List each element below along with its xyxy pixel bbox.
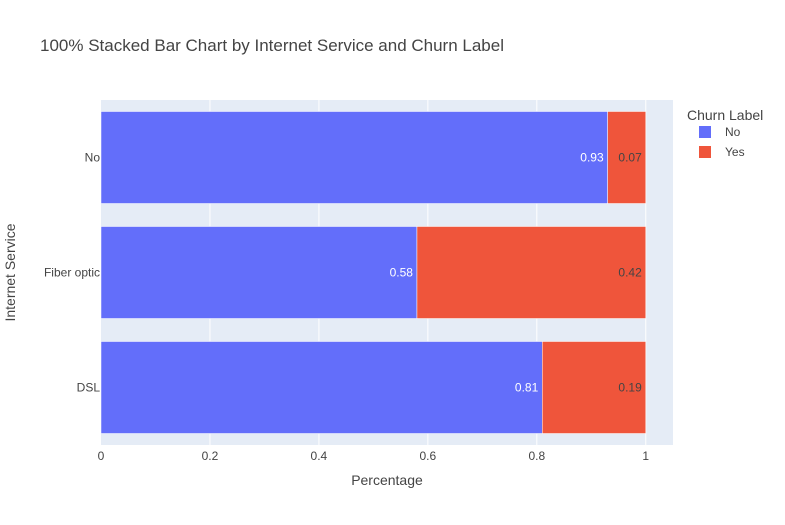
legend-label-no: No [725, 125, 741, 139]
x-tick-label: 0 [98, 449, 105, 463]
y-tick-label: Fiber optic [44, 266, 100, 280]
y-axis-ticks: No Fiber optic DSL [44, 151, 100, 395]
x-tick-label: 0.2 [202, 449, 219, 463]
bar-value-label: 0.58 [390, 266, 414, 280]
bar-yes-fiber-optic [416, 226, 647, 319]
legend-swatch-yes [699, 146, 711, 158]
x-tick-label: 0.4 [311, 449, 328, 463]
legend-swatch-no [699, 126, 711, 138]
legend-title: Churn Label [687, 107, 763, 123]
legend-label-yes: Yes [725, 145, 745, 159]
bar-yes-no [607, 111, 647, 204]
legend: Churn Label No Yes [687, 107, 763, 159]
x-tick-label: 1 [642, 449, 649, 463]
bars: 0.93 0.07 0.58 0.42 0.81 0.19 [100, 111, 647, 434]
x-axis-ticks: 0 0.2 0.4 0.6 0.8 1 [98, 449, 650, 463]
y-tick-label: DSL [77, 381, 101, 395]
chart-title: 100% Stacked Bar Chart by Internet Servi… [40, 36, 504, 55]
bar-value-label: 0.19 [618, 381, 642, 395]
bar-value-label: 0.93 [580, 151, 604, 165]
bar-value-label: 0.81 [515, 381, 539, 395]
bar-value-label: 0.42 [618, 266, 642, 280]
bar-value-label: 0.07 [618, 151, 642, 165]
y-tick-label: No [85, 151, 101, 165]
bar-no-dsl [100, 341, 543, 434]
x-tick-label: 0.8 [528, 449, 545, 463]
y-axis-title: Internet Service [2, 223, 18, 321]
bar-no-fiber-optic [100, 226, 418, 319]
x-tick-label: 0.6 [420, 449, 437, 463]
bar-no-no [100, 111, 608, 204]
x-axis-title: Percentage [351, 472, 423, 488]
bar-yes-dsl [542, 341, 647, 434]
